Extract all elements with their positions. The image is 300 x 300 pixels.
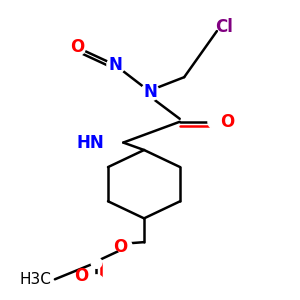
Text: O: O — [74, 267, 89, 285]
Text: N: N — [109, 56, 123, 74]
Text: Cl: Cl — [215, 18, 233, 36]
Circle shape — [117, 239, 132, 254]
Circle shape — [100, 134, 117, 152]
Circle shape — [89, 275, 104, 290]
Circle shape — [141, 83, 159, 101]
Circle shape — [208, 114, 223, 129]
Text: O: O — [70, 38, 84, 56]
Text: O: O — [220, 113, 234, 131]
Text: H3C: H3C — [20, 272, 52, 287]
Circle shape — [107, 56, 125, 74]
Text: N: N — [143, 83, 157, 101]
Circle shape — [91, 258, 102, 268]
Text: HN: HN — [77, 134, 104, 152]
Circle shape — [69, 39, 85, 56]
Text: O: O — [113, 238, 127, 256]
